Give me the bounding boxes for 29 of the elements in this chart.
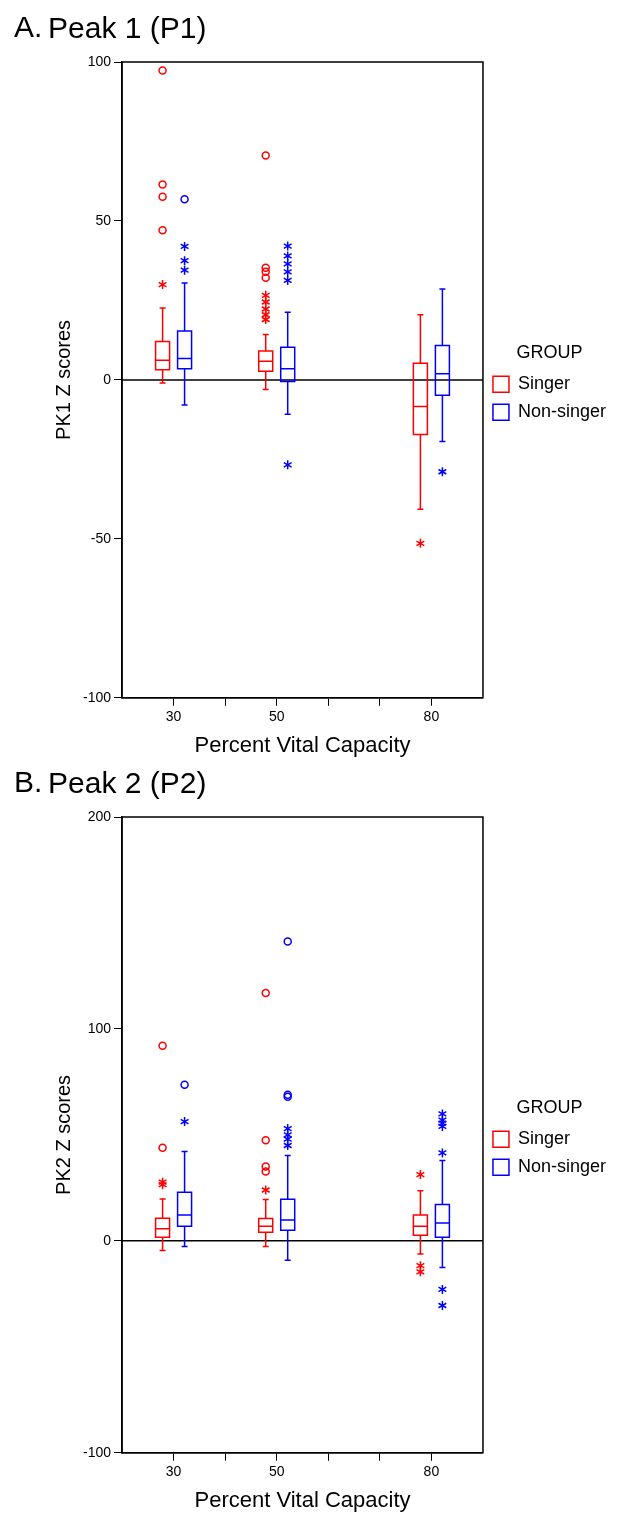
legend-label: Non-singer — [517, 1156, 607, 1177]
y-tick-label: 200 — [87, 807, 112, 824]
y-tick-label: 50 — [95, 211, 112, 228]
x-tick-label: 50 — [268, 708, 285, 725]
x-axis-title: Percent Vital Capacity — [194, 1486, 411, 1512]
text: B. — [14, 765, 43, 799]
y-tick-label: 0 — [103, 1231, 112, 1248]
y-tick-label: 0 — [103, 370, 112, 387]
legend-title: GROUP — [516, 1096, 583, 1117]
y-tick-label: -50 — [90, 529, 112, 546]
legend-label: Singer — [517, 1128, 570, 1149]
x-tick-label: 30 — [165, 1463, 182, 1480]
y-tick-label: 100 — [87, 1019, 112, 1036]
y-axis-title: PK1 Z scores — [51, 319, 74, 440]
legend-title: GROUP — [516, 341, 583, 362]
x-tick-label: 80 — [423, 708, 440, 725]
x-tick-label: 50 — [268, 1463, 285, 1480]
x-tick-label: 80 — [423, 1463, 440, 1480]
legend-label: Non-singer — [517, 401, 607, 422]
y-tick-label: -100 — [82, 1443, 112, 1460]
legend-label: Singer — [517, 373, 570, 394]
x-axis-title: Percent Vital Capacity — [194, 731, 411, 757]
y-tick-label: 100 — [87, 52, 112, 69]
chart-title: Peak 1 (P1) — [48, 11, 207, 45]
x-tick-label: 30 — [165, 708, 182, 725]
text: A. — [14, 10, 43, 44]
y-tick-label: -100 — [82, 688, 112, 705]
chart-title: Peak 2 (P2) — [48, 766, 207, 800]
y-axis-title: PK2 Z scores — [51, 1074, 74, 1195]
